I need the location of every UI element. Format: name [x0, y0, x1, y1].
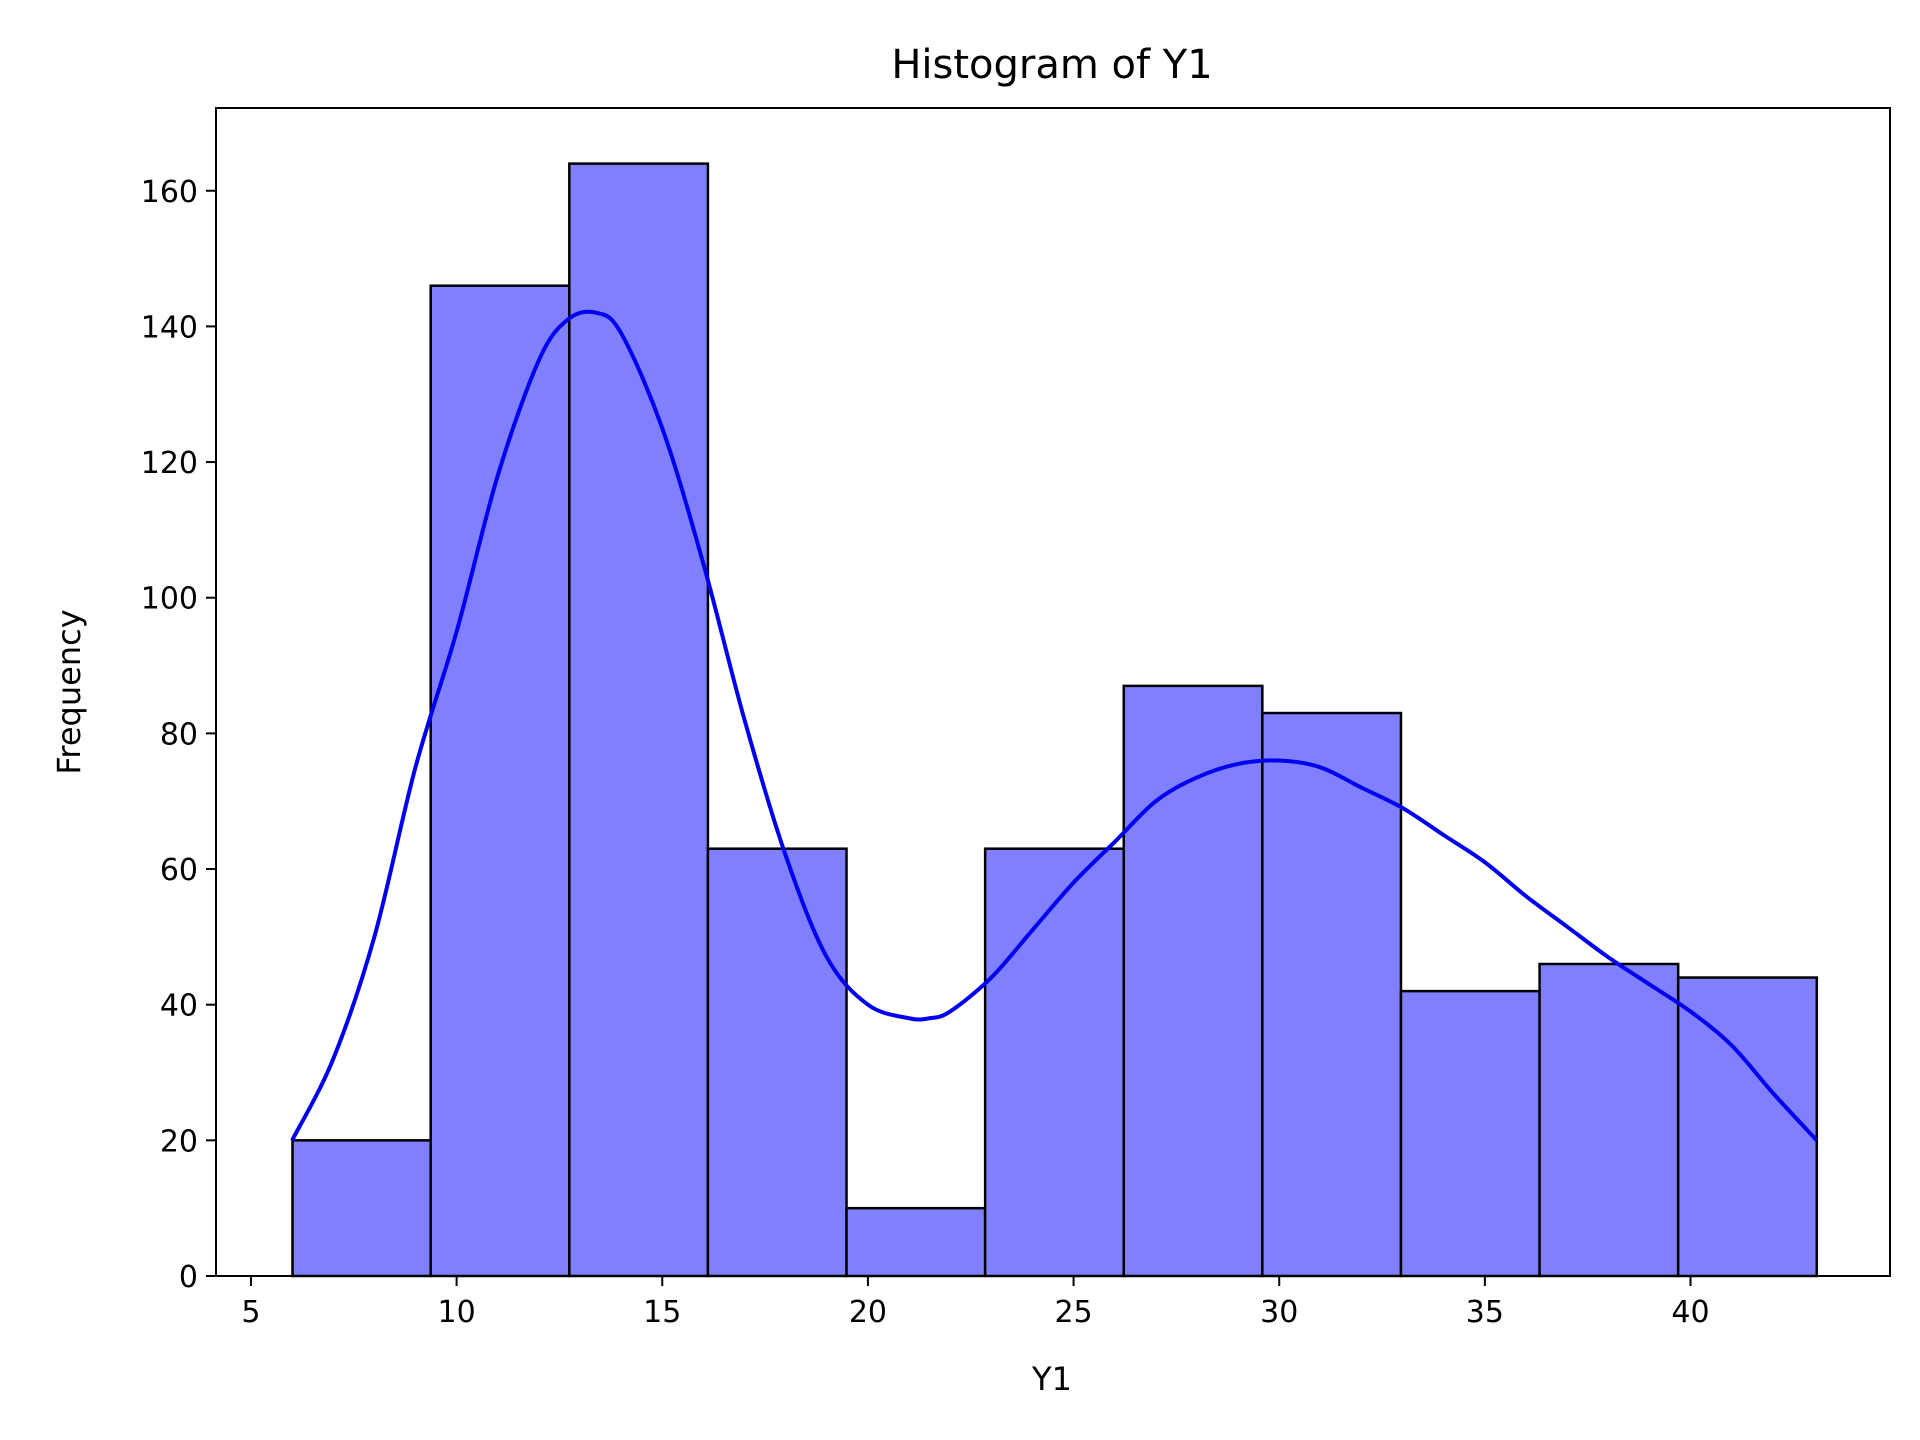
x-tick-label: 5 [241, 1295, 260, 1330]
histogram-bar [1399, 989, 1541, 1278]
histogram-bar [1676, 976, 1819, 1278]
y-tick-label: 160 [141, 175, 198, 210]
histogram-bar [706, 847, 848, 1278]
y-tick-label: 0 [179, 1260, 198, 1295]
y-tick-label: 120 [141, 446, 198, 481]
y-tick-label: 140 [141, 310, 198, 345]
y-axis-ticks: 0 20 40 60 80 100 120 140 160 [141, 175, 216, 1295]
plot-area-frame [215, 107, 1891, 1277]
x-tick-label: 25 [1054, 1295, 1092, 1330]
histogram-bar [845, 1206, 987, 1278]
histogram-bar [1122, 684, 1264, 1278]
histogram-bar [429, 284, 571, 1278]
x-tick-label: 40 [1671, 1295, 1709, 1330]
kde-curve [290, 309, 1819, 1142]
x-tick-label: 10 [438, 1295, 476, 1330]
x-axis-ticks: 5 10 15 20 25 30 35 40 [241, 1276, 1710, 1330]
x-tick-label: 30 [1260, 1295, 1298, 1330]
histogram-bar [568, 162, 710, 1278]
x-tick-label: 20 [849, 1295, 887, 1330]
histogram-bar [1538, 962, 1680, 1278]
bars-group [291, 162, 1819, 1278]
y-axis-label: Frequency [50, 609, 88, 774]
x-axis-label: Y1 [1031, 1360, 1072, 1398]
kde-group [290, 309, 1819, 1142]
y-tick-label: 100 [141, 582, 198, 617]
chart-title: Histogram of Y1 [891, 42, 1212, 88]
histogram-bar [1261, 711, 1403, 1278]
y-tick-label: 40 [160, 989, 198, 1024]
histogram-bar [291, 1139, 432, 1278]
histogram-bar [983, 847, 1125, 1278]
x-tick-label: 35 [1466, 1295, 1504, 1330]
y-tick-label: 60 [160, 853, 198, 888]
y-tick-label: 80 [160, 717, 198, 752]
y-tick-label: 20 [160, 1124, 198, 1159]
x-tick-label: 15 [643, 1295, 681, 1330]
